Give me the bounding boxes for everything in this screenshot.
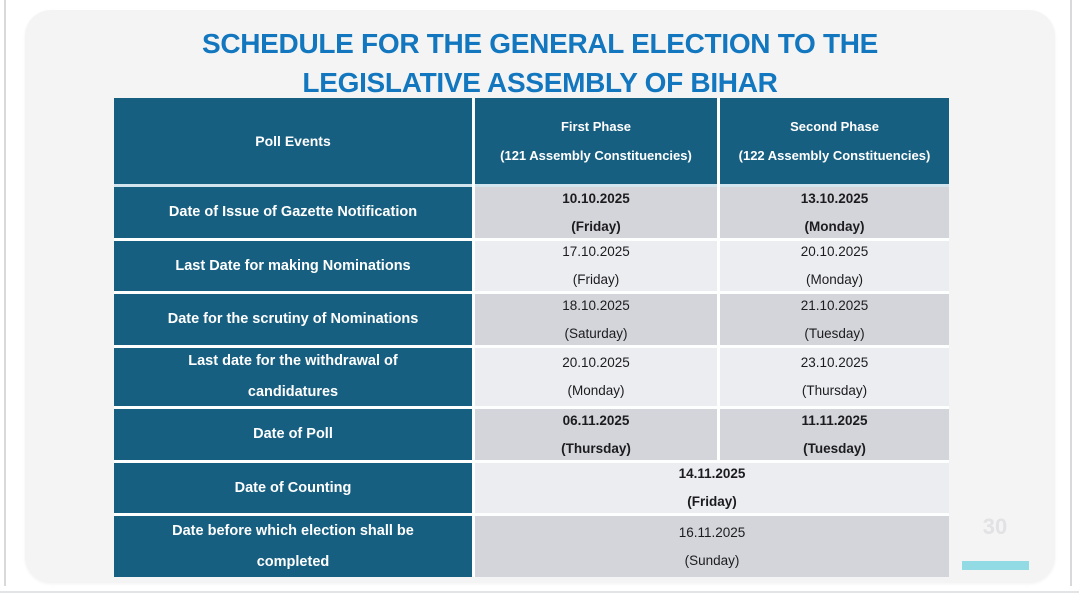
event-last-date-nominations: Last Date for making Nominations [114,241,472,291]
header-first-phase: First Phase (121 Assembly Constituencies… [475,98,717,184]
header-second-phase: Second Phase (122 Assembly Constituencie… [720,98,949,184]
header-poll-events: Poll Events [114,98,472,184]
page-number: 30 [982,514,1008,539]
window-edge-left [4,0,6,586]
event-date-of-poll: Date of Poll [114,409,472,460]
date-value: 06.11.2025 [562,412,630,428]
cell-nominations-second-phase: 20.10.2025 (Monday) [720,241,949,291]
event-scrutiny-nominations: Date for the scrutiny of Nominations [114,294,472,345]
header-second-phase-sub: (122 Assembly Constituencies) [738,148,931,163]
cell-counting-merged: 14.11.2025 (Friday) [475,463,949,513]
event-withdrawal-candidatures: Last date for the withdrawal of candidat… [114,348,472,406]
event-election-completed: Date before which election shall be comp… [114,516,472,577]
cell-nominations-first-phase: 17.10.2025 (Friday) [475,241,717,291]
window-edge-bottom [0,591,1079,593]
cell-poll-second-phase: 11.11.2025 (Tuesday) [720,409,949,460]
date-value: 11.11.2025 [801,412,868,428]
header-first-phase-label: First Phase [560,119,632,134]
header-poll-events-label: Poll Events [255,133,331,149]
date-value: 18.10.2025 [562,297,630,313]
date-value: 20.10.2025 [800,244,869,259]
day-value: (Tuesday) [804,325,865,341]
date-value: 17.10.2025 [562,244,630,259]
date-value: 23.10.2025 [800,355,869,370]
cell-completed-merged: 16.11.2025 (Sunday) [475,516,949,577]
slide: SCHEDULE FOR THE GENERAL ELECTION TO THE… [25,10,1055,583]
cell-gazette-first-phase: 10.10.2025 (Friday) [475,187,717,238]
cell-withdrawal-second-phase: 23.10.2025 (Thursday) [720,348,949,406]
cell-gazette-second-phase: 13.10.2025 (Monday) [720,187,949,238]
cell-withdrawal-first-phase: 20.10.2025 (Monday) [475,348,717,406]
cell-poll-first-phase: 06.11.2025 (Thursday) [475,409,717,460]
day-value: (Monday) [567,383,625,398]
cell-scrutiny-second-phase: 21.10.2025 (Tuesday) [720,294,949,345]
election-schedule-table: Poll Events First Phase (121 Assembly Co… [114,98,949,577]
date-value: 20.10.2025 [562,355,630,370]
cell-scrutiny-first-phase: 18.10.2025 (Saturday) [475,294,717,345]
accent-bar [962,561,1029,570]
event-date-of-counting: Date of Counting [114,463,472,513]
header-first-phase-sub: (121 Assembly Constituencies) [500,148,692,163]
date-value: 21.10.2025 [800,297,869,313]
day-value: (Thursday) [561,440,631,456]
header-second-phase-label: Second Phase [790,119,879,134]
window-edge-right [1070,0,1072,586]
day-value: (Friday) [687,494,737,509]
slide-title: SCHEDULE FOR THE GENERAL ELECTION TO THE… [201,28,879,98]
day-value: (Monday) [805,272,864,287]
day-value: (Saturday) [564,325,628,341]
day-value: (Thursday) [801,383,868,398]
day-value: (Tuesday) [803,440,866,456]
date-value: 16.11.2025 [678,524,746,540]
event-gazette-notification: Date of Issue of Gazette Notification [114,187,472,238]
date-value: 14.11.2025 [678,466,746,481]
day-value: (Friday) [572,272,620,287]
day-value: (Friday) [571,218,621,234]
date-value: 10.10.2025 [562,190,630,206]
date-value: 13.10.2025 [800,190,869,206]
day-value: (Sunday) [684,552,740,568]
day-value: (Monday) [804,218,865,234]
